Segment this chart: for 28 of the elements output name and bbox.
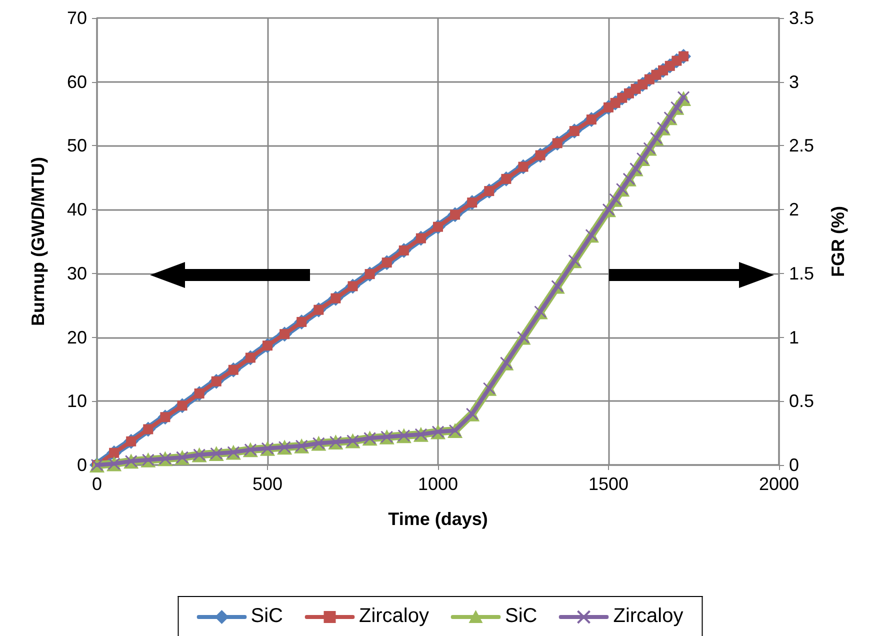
x-tick-label: 1500: [588, 474, 629, 494]
y-tick-label: 10: [66, 391, 87, 412]
y2-tick-label: 2: [789, 200, 800, 220]
legend-label: Zircaloy: [358, 605, 429, 628]
legend-label: SiC: [505, 605, 538, 628]
y2-tick-label: 1: [789, 327, 800, 348]
y2-tick-label: 3: [789, 72, 800, 92]
legend-label: SiC: [250, 605, 283, 628]
legend-label: Zircaloy: [613, 605, 684, 628]
y-tick-label: 20: [66, 327, 87, 348]
y-tick-label: 50: [66, 136, 87, 156]
x-tick-label: 1000: [418, 474, 458, 494]
y2-axis-title: FGR (%): [828, 206, 848, 277]
x-tick-label: 500: [252, 474, 283, 494]
y-tick-label: 0: [76, 455, 87, 475]
y2-tick-label: 2.5: [789, 136, 814, 156]
y2-tick-label: 0.5: [789, 391, 814, 412]
y-tick-label: 40: [66, 200, 87, 220]
x-tick-label: 0: [92, 474, 102, 494]
y-tick-label: 70: [66, 8, 87, 28]
y-tick-label: 60: [66, 72, 87, 92]
x-tick-label: 2000: [758, 474, 800, 494]
x-axis-title: Time (days): [388, 509, 488, 529]
y2-tick-label: 0: [789, 455, 800, 475]
y2-tick-label: 1.5: [789, 263, 814, 284]
y-axis-title: Burnup (GWD/MTU): [28, 157, 48, 326]
y-tick-label: 30: [66, 263, 87, 284]
y2-tick-label: 3.5: [789, 8, 814, 28]
